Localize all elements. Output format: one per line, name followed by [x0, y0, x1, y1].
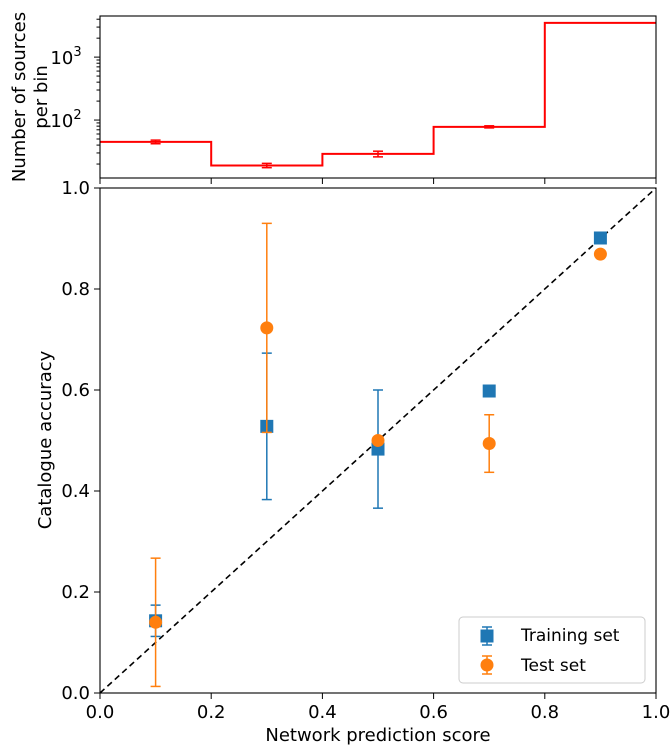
test-point	[149, 615, 163, 629]
y-tick-label: 0.2	[61, 582, 90, 603]
training-point	[593, 231, 607, 245]
histogram-frame	[99, 15, 657, 179]
scatter-frame	[99, 187, 657, 694]
y-tick-label: 0.6	[61, 380, 90, 401]
y-tick-label: 0.0	[61, 683, 90, 704]
legend-test-marker	[480, 658, 494, 672]
test-point	[371, 434, 385, 447]
x-axis-title: Network prediction score	[265, 725, 490, 746]
legend-label-training: Training set	[520, 626, 620, 646]
histogram-panel: 102 103 Number of sources per bin	[9, 12, 657, 184]
histogram-ytick-label: 102	[50, 108, 81, 132]
test-point	[482, 437, 496, 451]
x-tick-label: 0.8	[530, 702, 559, 723]
test-point	[593, 247, 607, 261]
x-tick-label: 0.4	[308, 702, 337, 723]
legend-label-test: Test set	[520, 656, 586, 676]
test-point	[260, 321, 274, 335]
histogram-ylabel-line2: per bin	[31, 65, 52, 128]
histogram-ytick-label: 103	[50, 45, 81, 69]
legend-box	[458, 616, 646, 684]
y-tick-label: 0.4	[61, 481, 90, 502]
x-tick-label: 1.0	[642, 702, 671, 723]
y-axis-title: Catalogue accuracy	[35, 350, 56, 529]
x-tick-label: 0.2	[197, 702, 226, 723]
histogram-ylabel-line1: Number of sources	[9, 12, 30, 182]
legend: Training set Test set	[458, 616, 646, 684]
x-tick-label: 0.0	[86, 702, 115, 723]
y-tick-label: 0.8	[61, 279, 90, 300]
legend-training-marker	[480, 629, 494, 643]
y-tick-label: 1.0	[61, 178, 90, 199]
training-point	[482, 384, 496, 398]
histogram-step-line	[100, 21, 656, 167]
x-tick-label: 0.6	[419, 702, 448, 723]
scatter-panel: 0.0 0.2 0.4 0.6 0.8 1.0 0.0 0.2 0.4 0.6 0.8 1.0 Net…	[35, 178, 670, 746]
